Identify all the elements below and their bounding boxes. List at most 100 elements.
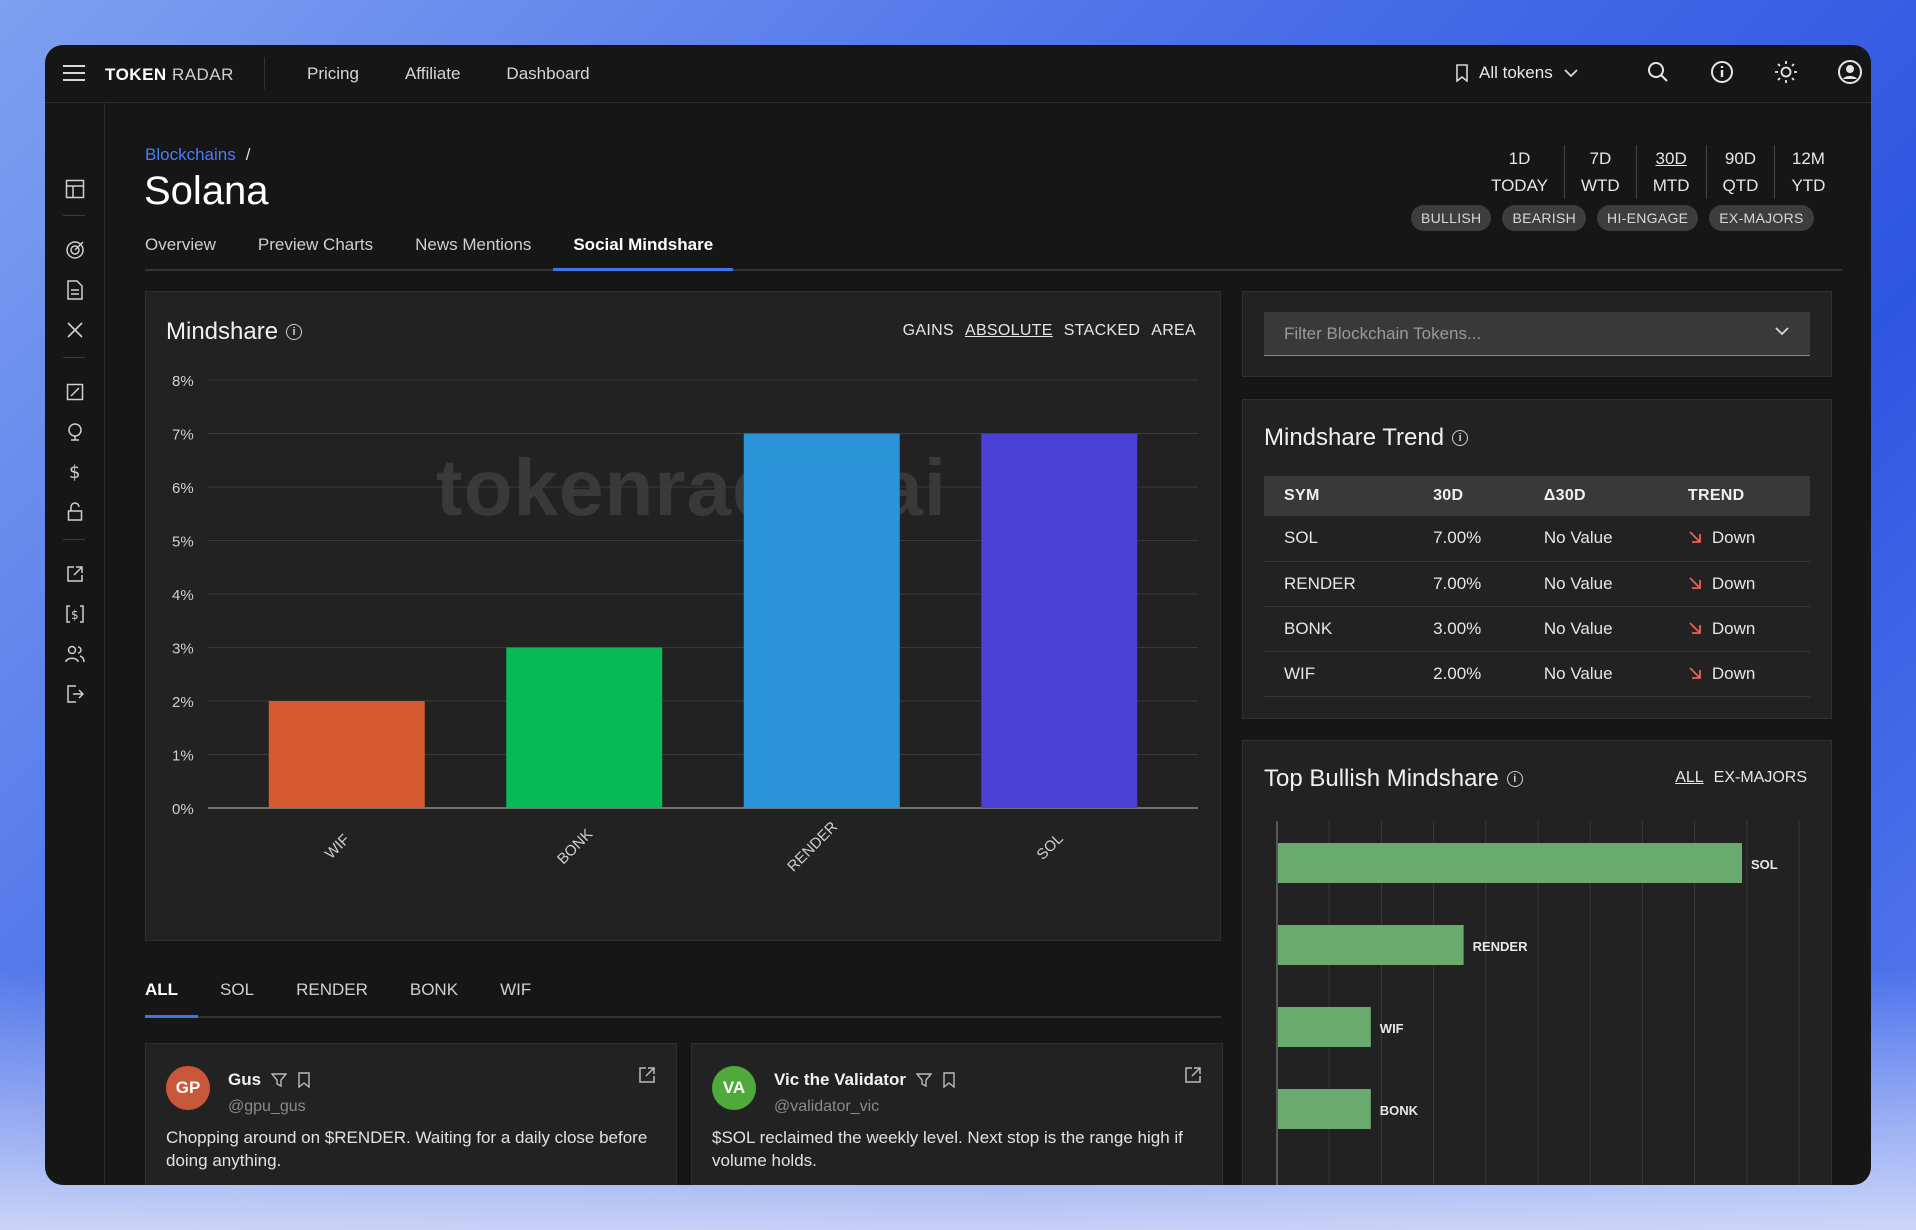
- logout-icon[interactable]: [64, 683, 86, 705]
- mindshare-trend-table: SYM 30D Δ30D TREND SOL 7.00% No Value Down REND…: [1264, 476, 1810, 697]
- search-icon[interactable]: [1645, 59, 1671, 85]
- table-row[interactable]: BONK 3.00% No Value Down: [1264, 606, 1810, 652]
- mode-all[interactable]: ALL: [1675, 769, 1704, 786]
- nav-dashboard[interactable]: Dashboard: [506, 64, 590, 83]
- author-name[interactable]: Gus: [228, 1070, 262, 1089]
- chip-bullish[interactable]: BULLISH: [1411, 205, 1492, 231]
- cell-trend: Down: [1667, 516, 1810, 562]
- x-tick-label: SOL: [1033, 830, 1066, 863]
- table-row[interactable]: RENDER 7.00% No Value Down: [1264, 561, 1810, 607]
- info-icon[interactable]: i: [1506, 771, 1523, 787]
- info-icon[interactable]: i: [286, 324, 303, 340]
- hamburger-menu-icon[interactable]: [63, 65, 85, 81]
- top-bullish-title: Top Bullish Mindshare i: [1264, 765, 1523, 793]
- mode-gains[interactable]: GAINS: [902, 322, 954, 339]
- y-tick-label: 7%: [172, 427, 194, 444]
- nav-pricing[interactable]: Pricing: [307, 64, 359, 83]
- y-tick-label: 2%: [172, 694, 194, 711]
- users-icon[interactable]: [64, 643, 86, 665]
- external-link-icon[interactable]: [1184, 1066, 1202, 1084]
- table-row[interactable]: SOL 7.00% No Value Down: [1264, 516, 1810, 562]
- arrow-down-right-icon: [1689, 621, 1701, 634]
- tab-social-mindshare[interactable]: Social Mindshare: [553, 235, 733, 271]
- author-handle[interactable]: @validator_vic: [774, 1098, 880, 1115]
- dollar-icon[interactable]: $: [64, 461, 86, 483]
- column-header: 30D: [1413, 476, 1524, 516]
- cell-30d: 2.00%: [1413, 651, 1524, 697]
- nav-affiliate[interactable]: Affiliate: [404, 64, 461, 83]
- period-90d[interactable]: 90D QTD: [1705, 145, 1775, 199]
- mode-absolute[interactable]: ABSOLUTE: [964, 322, 1053, 339]
- expand-frame-icon[interactable]: [64, 381, 86, 403]
- bookmark-icon: [1456, 64, 1468, 82]
- feed-tab-all[interactable]: ALL: [145, 980, 199, 1018]
- mode-ex-majors[interactable]: EX-MAJORS: [1713, 769, 1807, 786]
- bookmark-icon[interactable]: [297, 1072, 311, 1088]
- globe-icon[interactable]: [64, 421, 86, 443]
- bar-bonk[interactable]: [506, 647, 663, 809]
- table-row[interactable]: WIF 2.00% No Value Down: [1264, 651, 1810, 697]
- document-icon[interactable]: [64, 279, 86, 301]
- y-tick-label: 6%: [172, 480, 194, 497]
- unlock-icon[interactable]: [64, 501, 86, 523]
- feed-tab-bonk[interactable]: BONK: [409, 980, 459, 999]
- bookmark-icon[interactable]: [942, 1072, 956, 1088]
- chip-hi-engage[interactable]: HI-ENGAGE: [1597, 205, 1699, 231]
- chip-bearish[interactable]: BEARISH: [1502, 205, 1587, 231]
- feed-tab-sol[interactable]: SOL: [220, 980, 255, 999]
- target-icon[interactable]: [64, 239, 86, 261]
- trend-label: Down: [1711, 528, 1756, 548]
- filter-icon[interactable]: [271, 1072, 288, 1088]
- bar-wif[interactable]: [268, 701, 425, 808]
- dashboard-grid-icon[interactable]: [64, 178, 86, 200]
- period-12m[interactable]: 12M YTD: [1774, 145, 1841, 199]
- period-30d[interactable]: 30D MTD: [1635, 145, 1706, 199]
- filter-icon[interactable]: [915, 1072, 932, 1088]
- filter-blockchain-tokens-select[interactable]: Filter Blockchain Tokens...: [1264, 312, 1810, 356]
- y-tick-label: 1%: [172, 748, 194, 765]
- chart-mode-selector: GAINS ABSOLUTE STACKED AREA: [903, 322, 1196, 340]
- x-twitter-icon[interactable]: [64, 319, 86, 341]
- app-window: TOKEN RADAR Pricing Affiliate Dashboard …: [45, 45, 1871, 1185]
- period-1d[interactable]: 1D TODAY: [1475, 145, 1564, 199]
- period-sublabel: QTD: [1722, 176, 1759, 195]
- external-link-icon[interactable]: [638, 1066, 656, 1084]
- post-card[interactable]: VA Vic the Validator @validator_vic $SOL re…: [691, 1043, 1223, 1185]
- logo[interactable]: TOKEN RADAR: [105, 65, 234, 85]
- tab-preview-charts[interactable]: Preview Charts: [257, 235, 374, 254]
- bar-sol[interactable]: [981, 433, 1138, 809]
- mode-area[interactable]: AREA: [1151, 322, 1196, 339]
- breadcrumb: Blockchains /: [145, 145, 250, 165]
- author-name[interactable]: Vic the Validator: [774, 1070, 906, 1089]
- hbar-wif[interactable]: [1278, 1007, 1371, 1047]
- bracket-dollar-icon[interactable]: $: [64, 603, 86, 625]
- feed-tab-wif[interactable]: WIF: [500, 980, 532, 999]
- mindshare-title-text: Mindshare: [166, 318, 279, 345]
- post-card[interactable]: GP Gus @gpu_gus Chopping around on $RENDER.…: [145, 1043, 677, 1185]
- author-handle[interactable]: @gpu_gus: [228, 1098, 306, 1115]
- hbar-bonk[interactable]: [1278, 1089, 1371, 1129]
- mindshare-bar-chart: 0% 1% 2% 3% 4% 5% 6% 7% 8% WIF BONK RENDER SOL: [172, 373, 1198, 875]
- feed-tabs: ALL SOL RENDER BONK WIF: [145, 980, 1221, 1018]
- period-7d[interactable]: 7D WTD: [1564, 145, 1636, 199]
- tab-news-mentions[interactable]: News Mentions: [415, 235, 532, 254]
- hbar-label: SOL: [1751, 857, 1778, 872]
- hbar-render[interactable]: [1278, 925, 1464, 965]
- column-header: SYM: [1264, 476, 1414, 516]
- bar-render[interactable]: [743, 433, 900, 809]
- breadcrumb-blockchains[interactable]: Blockchains: [145, 145, 236, 164]
- chip-ex-majors[interactable]: EX-MAJORS: [1709, 205, 1814, 231]
- feed-tab-render[interactable]: RENDER: [296, 980, 368, 999]
- user-account-icon[interactable]: [1837, 59, 1863, 85]
- mode-stacked[interactable]: STACKED: [1063, 322, 1141, 339]
- info-icon[interactable]: [1709, 59, 1735, 85]
- mindshare-panel: Mindshare i GAINS ABSOLUTE STACKED AREA tok…: [145, 291, 1221, 941]
- tab-overview[interactable]: Overview: [145, 235, 216, 254]
- column-header: Δ30D: [1523, 476, 1668, 516]
- token-select[interactable]: All tokens: [1455, 63, 1579, 83]
- mindshare-trend-panel: Mindshare Trend i SYM 30D Δ30D TREND SOL 7.0…: [1242, 399, 1832, 719]
- theme-sun-icon[interactable]: [1773, 59, 1799, 85]
- hbar-sol[interactable]: [1278, 843, 1742, 883]
- external-link-icon[interactable]: [64, 563, 86, 585]
- info-icon[interactable]: i: [1452, 430, 1469, 446]
